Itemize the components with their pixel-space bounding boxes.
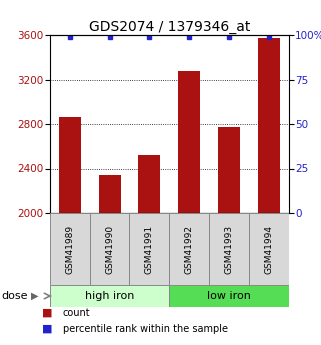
Bar <box>178 71 200 213</box>
Text: count: count <box>63 308 90 318</box>
Text: GSM41990: GSM41990 <box>105 225 114 274</box>
Text: ▶: ▶ <box>30 291 38 301</box>
Text: ■: ■ <box>42 324 52 334</box>
Text: percentile rank within the sample: percentile rank within the sample <box>63 324 228 334</box>
Bar <box>169 213 209 285</box>
Bar <box>209 213 249 285</box>
Text: dose: dose <box>2 291 28 301</box>
Bar <box>59 117 81 213</box>
Bar <box>99 175 120 213</box>
Bar <box>50 285 169 307</box>
Text: GSM41994: GSM41994 <box>265 225 273 274</box>
Text: low iron: low iron <box>207 291 251 301</box>
Text: high iron: high iron <box>85 291 134 301</box>
Bar <box>249 213 289 285</box>
Bar <box>129 213 169 285</box>
Bar <box>218 127 240 213</box>
Text: GSM41993: GSM41993 <box>225 225 234 274</box>
Text: GSM41991: GSM41991 <box>145 225 154 274</box>
Text: ■: ■ <box>42 308 52 318</box>
Title: GDS2074 / 1379346_at: GDS2074 / 1379346_at <box>89 20 250 34</box>
Bar <box>258 38 280 213</box>
Text: GSM41989: GSM41989 <box>65 225 74 274</box>
Bar <box>90 213 129 285</box>
Bar <box>50 213 90 285</box>
Text: GSM41992: GSM41992 <box>185 225 194 274</box>
Bar <box>169 285 289 307</box>
Bar <box>138 155 160 213</box>
